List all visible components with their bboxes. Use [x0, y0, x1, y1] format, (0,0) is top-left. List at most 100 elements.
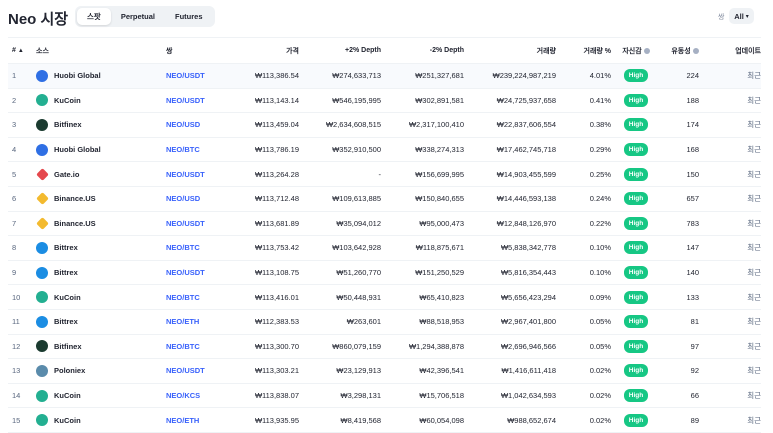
confidence-badge: High	[623, 216, 649, 230]
volume-cell: ₩5,656,423,294	[464, 284, 556, 310]
table-row[interactable]: 10 KuCoin NEO/BTC ₩113,416.01 ₩50,448,931 ₩65…	[8, 284, 761, 310]
pair-link[interactable]: NEO/ETH	[166, 407, 241, 433]
source-cell[interactable]: KuCoin	[36, 407, 166, 433]
depth-minus-cell: ₩118,875,671	[381, 235, 464, 261]
table-row[interactable]: 4 Huobi Global NEO/BTC ₩113,786.19 ₩352,910,…	[8, 137, 761, 163]
huobi-logo	[36, 69, 48, 82]
pair-link[interactable]: NEO/USDT	[166, 260, 241, 286]
rank-cell: 13	[8, 358, 36, 384]
source-cell[interactable]: Huobi Global	[36, 63, 166, 89]
pair-link[interactable]: NEO/BTC	[166, 235, 241, 261]
depth-minus-cell: ₩60,054,098	[381, 407, 464, 433]
depth-plus-cell: ₩23,129,913	[299, 358, 381, 384]
source-cell[interactable]: KuCoin	[36, 88, 166, 114]
source-cell[interactable]: Bittrex	[36, 235, 166, 261]
pair-link[interactable]: NEO/BTC	[166, 334, 241, 360]
source-cell[interactable]: Gate.io	[35, 161, 166, 187]
source-cell[interactable]: Bittrex	[36, 260, 166, 286]
col-depth-minus[interactable]: -2% Depth	[429, 47, 464, 54]
price-cell: ₩112,383.53	[241, 309, 299, 335]
volume-cell: ₩12,848,126,970	[464, 211, 556, 237]
rank-cell: 4	[8, 137, 36, 163]
confidence-cell: High	[611, 260, 661, 286]
table-row[interactable]: 12 Bitfinex NEO/BTC ₩113,300.70 ₩860,079,159…	[8, 334, 761, 360]
col-volume[interactable]: 거래량	[536, 47, 556, 55]
confidence-cell: High	[611, 309, 661, 335]
pair-link[interactable]: NEO/KCS	[166, 383, 241, 409]
tab-perpetual[interactable]: Perpetual	[120, 12, 155, 21]
table-row[interactable]: 7 Binance.US NEO/USDT ₩113,681.89 ₩35,094,01…	[8, 211, 761, 237]
source-cell[interactable]: Binance.US	[35, 211, 166, 237]
col-confidence[interactable]: 자신감	[611, 38, 661, 64]
source-cell[interactable]: Bitfinex	[36, 334, 166, 360]
confidence-badge: High	[623, 266, 649, 280]
table-row[interactable]: 8 Bittrex NEO/BTC ₩113,753.42 ₩103,642,928 ₩1…	[8, 235, 761, 261]
pair-link[interactable]: NEO/USD	[166, 186, 241, 212]
col-depth-plus[interactable]: +2% Depth	[345, 47, 381, 54]
confidence-cell: High	[611, 358, 661, 384]
source-cell[interactable]: Bitfinex	[36, 112, 166, 138]
col-volume-pct[interactable]: 거래량 %	[583, 47, 612, 55]
table-row[interactable]: 11 Bittrex NEO/ETH ₩112,383.53 ₩263,601 ₩88,5…	[8, 309, 761, 335]
depth-plus-cell: -	[299, 161, 381, 187]
table-row[interactable]: 1 Huobi Global NEO/USDT ₩113,386.54 ₩274,633…	[8, 63, 761, 89]
pair-filter-dropdown[interactable]: All ▾	[729, 8, 754, 24]
source-cell[interactable]: KuCoin	[36, 284, 166, 310]
col-liquidity[interactable]: 유동성	[661, 38, 709, 64]
volume-pct-cell: 0.24%	[556, 186, 611, 212]
col-source[interactable]: 소스	[36, 47, 49, 55]
table-row[interactable]: 9 Bittrex NEO/USDT ₩113,108.75 ₩51,260,770 ₩1…	[8, 260, 761, 286]
table-row[interactable]: 15 KuCoin NEO/ETH ₩113,935.95 ₩8,419,568 ₩60,…	[8, 407, 761, 433]
depth-plus-cell: ₩274,633,713	[299, 63, 381, 89]
table-row[interactable]: 2 KuCoin NEO/USDT ₩113,143.14 ₩546,195,995 ₩3…	[8, 88, 761, 114]
confidence-cell: High	[611, 284, 661, 310]
info-icon[interactable]	[643, 47, 650, 54]
source-cell[interactable]: Binance.US	[35, 186, 166, 212]
rank-cell: 7	[8, 211, 36, 237]
source-cell[interactable]: Huobi Global	[36, 137, 166, 163]
source-cell[interactable]: Bittrex	[36, 309, 166, 335]
table-row[interactable]: 3 Bitfinex NEO/USD ₩113,459.04 ₩2,634,608,51…	[8, 112, 761, 138]
pair-link[interactable]: NEO/USDT	[166, 161, 241, 187]
updated-cell: 최근	[709, 358, 761, 384]
table-row[interactable]: 14 KuCoin NEO/KCS ₩113,838.07 ₩3,298,131 ₩15,…	[8, 383, 761, 409]
col-updated[interactable]: 업데이트	[735, 47, 761, 55]
pair-link[interactable]: NEO/USDT	[166, 211, 241, 237]
confidence-badge: High	[623, 69, 649, 83]
col-pair[interactable]: 쌍	[166, 47, 173, 55]
volume-pct-cell: 0.02%	[556, 383, 611, 409]
updated-cell: 최근	[709, 284, 761, 310]
confidence-cell: High	[611, 161, 661, 187]
tab-futures[interactable]: Futures	[175, 12, 203, 21]
table-row[interactable]: 13 Poloniex NEO/USDT ₩113,303.21 ₩23,129,913…	[8, 358, 761, 384]
col-rank[interactable]: # ▲	[12, 47, 24, 54]
table-row[interactable]: 6 Binance.US NEO/USD ₩113,712.48 ₩109,613,88…	[8, 186, 761, 212]
volume-cell: ₩2,967,401,800	[464, 309, 556, 335]
volume-pct-cell: 4.01%	[556, 63, 611, 89]
pair-link[interactable]: NEO/USDT	[166, 358, 241, 384]
pair-link[interactable]: NEO/BTC	[166, 284, 241, 310]
price-cell: ₩113,753.42	[241, 235, 299, 261]
pair-link[interactable]: NEO/USDT	[166, 63, 241, 89]
tab-spot[interactable]: 스팟	[77, 8, 111, 25]
bitfinex-logo	[36, 118, 48, 131]
pair-link[interactable]: NEO/BTC	[166, 137, 241, 163]
table-row[interactable]: 5 Gate.io NEO/USDT ₩113,264.28- ₩156,699,995…	[8, 161, 761, 187]
confidence-cell: High	[611, 137, 661, 163]
info-icon[interactable]	[692, 47, 699, 54]
pair-link[interactable]: NEO/USDT	[166, 88, 241, 114]
pair-link[interactable]: NEO/USD	[166, 112, 241, 138]
pair-link[interactable]: NEO/ETH	[166, 309, 241, 335]
source-cell[interactable]: Poloniex	[36, 358, 166, 384]
source-name: Gate.io	[54, 169, 80, 179]
source-name: Bittrex	[54, 268, 78, 278]
price-cell: ₩113,838.07	[241, 383, 299, 409]
source-name: KuCoin	[54, 95, 81, 105]
confidence-cell: High	[611, 334, 661, 360]
volume-cell: ₩988,652,674	[464, 407, 556, 433]
col-price[interactable]: 가격	[286, 47, 299, 55]
price-cell: ₩113,712.48	[241, 186, 299, 212]
confidence-cell: High	[611, 112, 661, 138]
volume-pct-cell: 0.05%	[556, 309, 611, 335]
source-cell[interactable]: KuCoin	[36, 383, 166, 409]
